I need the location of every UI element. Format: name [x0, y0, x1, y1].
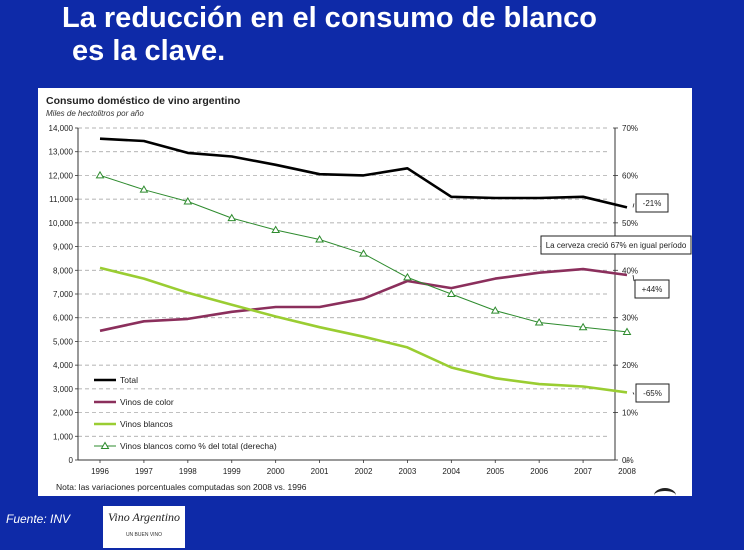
y-left-tick-label: 2,000: [53, 409, 74, 418]
legend-label: Vinos de color: [120, 397, 174, 407]
y-left-tick-label: 7,000: [53, 290, 74, 299]
x-tick-label: 2008: [618, 467, 636, 476]
y-left-tick-label: 13,000: [49, 148, 74, 157]
y-right-tick-label: 10%: [622, 409, 638, 418]
series-point-3: [183, 197, 193, 205]
y-right-tick-label: 40%: [622, 266, 638, 275]
x-tick-label: 2000: [267, 467, 285, 476]
series-point-3: [490, 306, 500, 314]
y-left-tick-label: 8,000: [53, 266, 74, 275]
consumption-chart: Consumo doméstico de vino argentino Miles…: [46, 95, 692, 492]
leader-color: [632, 274, 635, 282]
chart-title: Consumo doméstico de vino argentino: [46, 95, 240, 107]
annotation-blancos-change-box: [635, 383, 670, 403]
annotation-blancos-change: -65%: [643, 389, 662, 398]
corner-mark-icon: [654, 488, 676, 503]
annotation-beer: La cerveza creció 67% en igual período: [546, 241, 687, 250]
y-right-tick-label: 50%: [622, 219, 638, 228]
y-right-tick-label: 30%: [622, 314, 638, 323]
y-right-tick-label: 0%: [622, 456, 634, 465]
x-tick-label: 2001: [311, 467, 329, 476]
y-left-tick-label: 5,000: [53, 337, 74, 346]
y-right-tick-label: 70%: [622, 124, 638, 133]
y-left-tick-label: 10,000: [49, 219, 74, 228]
logo-text: Vino Argentino: [107, 510, 181, 524]
x-tick-label: 1999: [223, 467, 241, 476]
series-point-3: [578, 322, 588, 331]
series-point-3: [227, 213, 237, 222]
x-tick-label: 1997: [135, 467, 153, 476]
series-point-3: [315, 234, 324, 243]
series-point-3: [271, 225, 281, 233]
y-left-tick-label: 3,000: [53, 385, 74, 394]
y-right-tick-label: 20%: [622, 361, 638, 370]
y-left-tick-label: 1,000: [53, 432, 74, 441]
series-point-3: [446, 289, 456, 297]
annotation-total-change-box: [635, 193, 669, 213]
legend-label: Vinos blancos como % del total (derecha): [120, 441, 277, 451]
x-tick-label: 2004: [442, 467, 460, 476]
chart-panel: Consumo doméstico de vino argentino Miles…: [38, 88, 692, 496]
x-tick-label: 2003: [399, 467, 417, 476]
x-tick-label: 1996: [91, 467, 109, 476]
x-tick-label: 1998: [179, 467, 197, 476]
legend-label: Vinos blancos: [120, 419, 173, 429]
annotation-color-change-box: [634, 279, 670, 299]
y-left-tick-label: 9,000: [53, 243, 74, 252]
chart-note: Nota: las variaciones porcentuales compu…: [56, 482, 307, 492]
annotation-color-change: +44%: [642, 285, 663, 294]
series-point-3: [95, 170, 105, 179]
series-point-3: [622, 327, 632, 335]
slide-title-line1: La reducción en el consumo de blanco: [62, 2, 597, 34]
leader-total: [632, 203, 635, 208]
series-point-3: [139, 185, 149, 193]
x-tick-label: 2006: [530, 467, 548, 476]
leader-blancos: [632, 392, 635, 395]
y-left-tick-label: 6,000: [53, 314, 74, 323]
slide-title: La reducción en el consumo de blanco es …: [62, 2, 732, 68]
x-tick-label: 2007: [574, 467, 592, 476]
legend-marker-3: [100, 441, 110, 449]
y-left-tick-label: 11,000: [49, 195, 73, 204]
chart-subtitle: Miles de hectolitros por año: [46, 109, 144, 118]
series-point-3: [534, 317, 544, 326]
x-tick-label: 2005: [486, 467, 504, 476]
x-tick-label: 2002: [355, 467, 373, 476]
logo-subtext: UN BUEN VINO: [125, 532, 163, 538]
annotation-beer-box: [540, 235, 692, 255]
y-right-tick-label: 60%: [622, 171, 638, 180]
annotation-total-change: -21%: [643, 199, 662, 208]
series-point-3: [359, 249, 368, 257]
y-left-tick-label: 0: [69, 456, 74, 465]
y-left-tick-label: 12,000: [49, 171, 74, 180]
legend-label: Total: [120, 375, 138, 385]
series-line-0: [99, 137, 628, 209]
series-line-1: [99, 267, 628, 333]
y-left-tick-label: 14,000: [49, 124, 74, 133]
series-line-2: [99, 266, 628, 394]
series-point-3: [403, 272, 412, 281]
slide-title-line2: es la clave.: [72, 35, 226, 67]
vino-argentino-logo: Vino Argentino UN BUEN VINO: [103, 506, 185, 548]
y-left-tick-label: 4,000: [53, 361, 74, 370]
source-label: Fuente: INV: [6, 512, 71, 526]
